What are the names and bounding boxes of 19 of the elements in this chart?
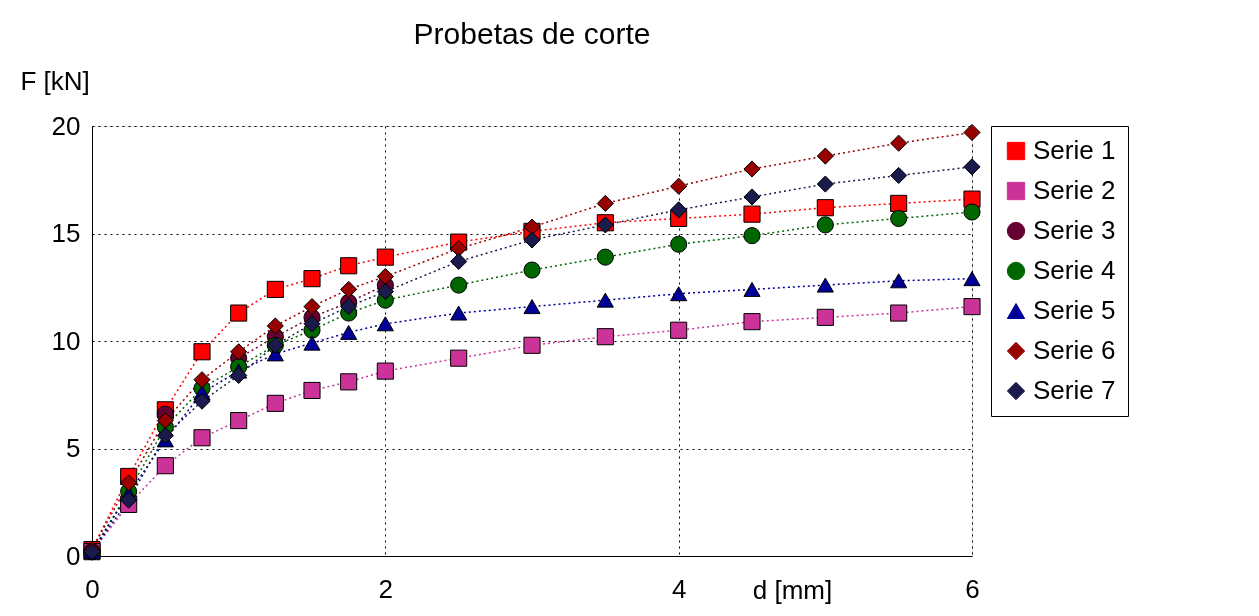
legend-label: Serie 6 <box>1033 335 1116 365</box>
chart-title: Probetas de corte <box>413 17 651 50</box>
y-tick-label: 20 <box>51 110 81 141</box>
legend-label: Serie 5 <box>1033 295 1116 325</box>
legend-label: Serie 7 <box>1033 375 1116 405</box>
x-tick-label: 4 <box>671 573 687 604</box>
y-tick-label: 15 <box>51 218 81 248</box>
legend-label: Serie 1 <box>1033 135 1116 165</box>
y-tick-label: 0 <box>66 540 81 571</box>
y-tick-label: 5 <box>66 433 81 463</box>
x-axis-title: d [mm] <box>752 574 833 605</box>
legend-label: Serie 2 <box>1033 175 1116 205</box>
legend-label: Serie 4 <box>1033 255 1116 285</box>
x-tick-label: 6 <box>965 573 980 604</box>
x-tick-label: 0 <box>85 573 100 604</box>
y-axis-title: F [kN] <box>20 65 90 96</box>
x-tick-label: 2 <box>378 573 394 604</box>
y-tick-label: 10 <box>51 325 81 356</box>
legend-label: Serie 3 <box>1033 215 1116 245</box>
